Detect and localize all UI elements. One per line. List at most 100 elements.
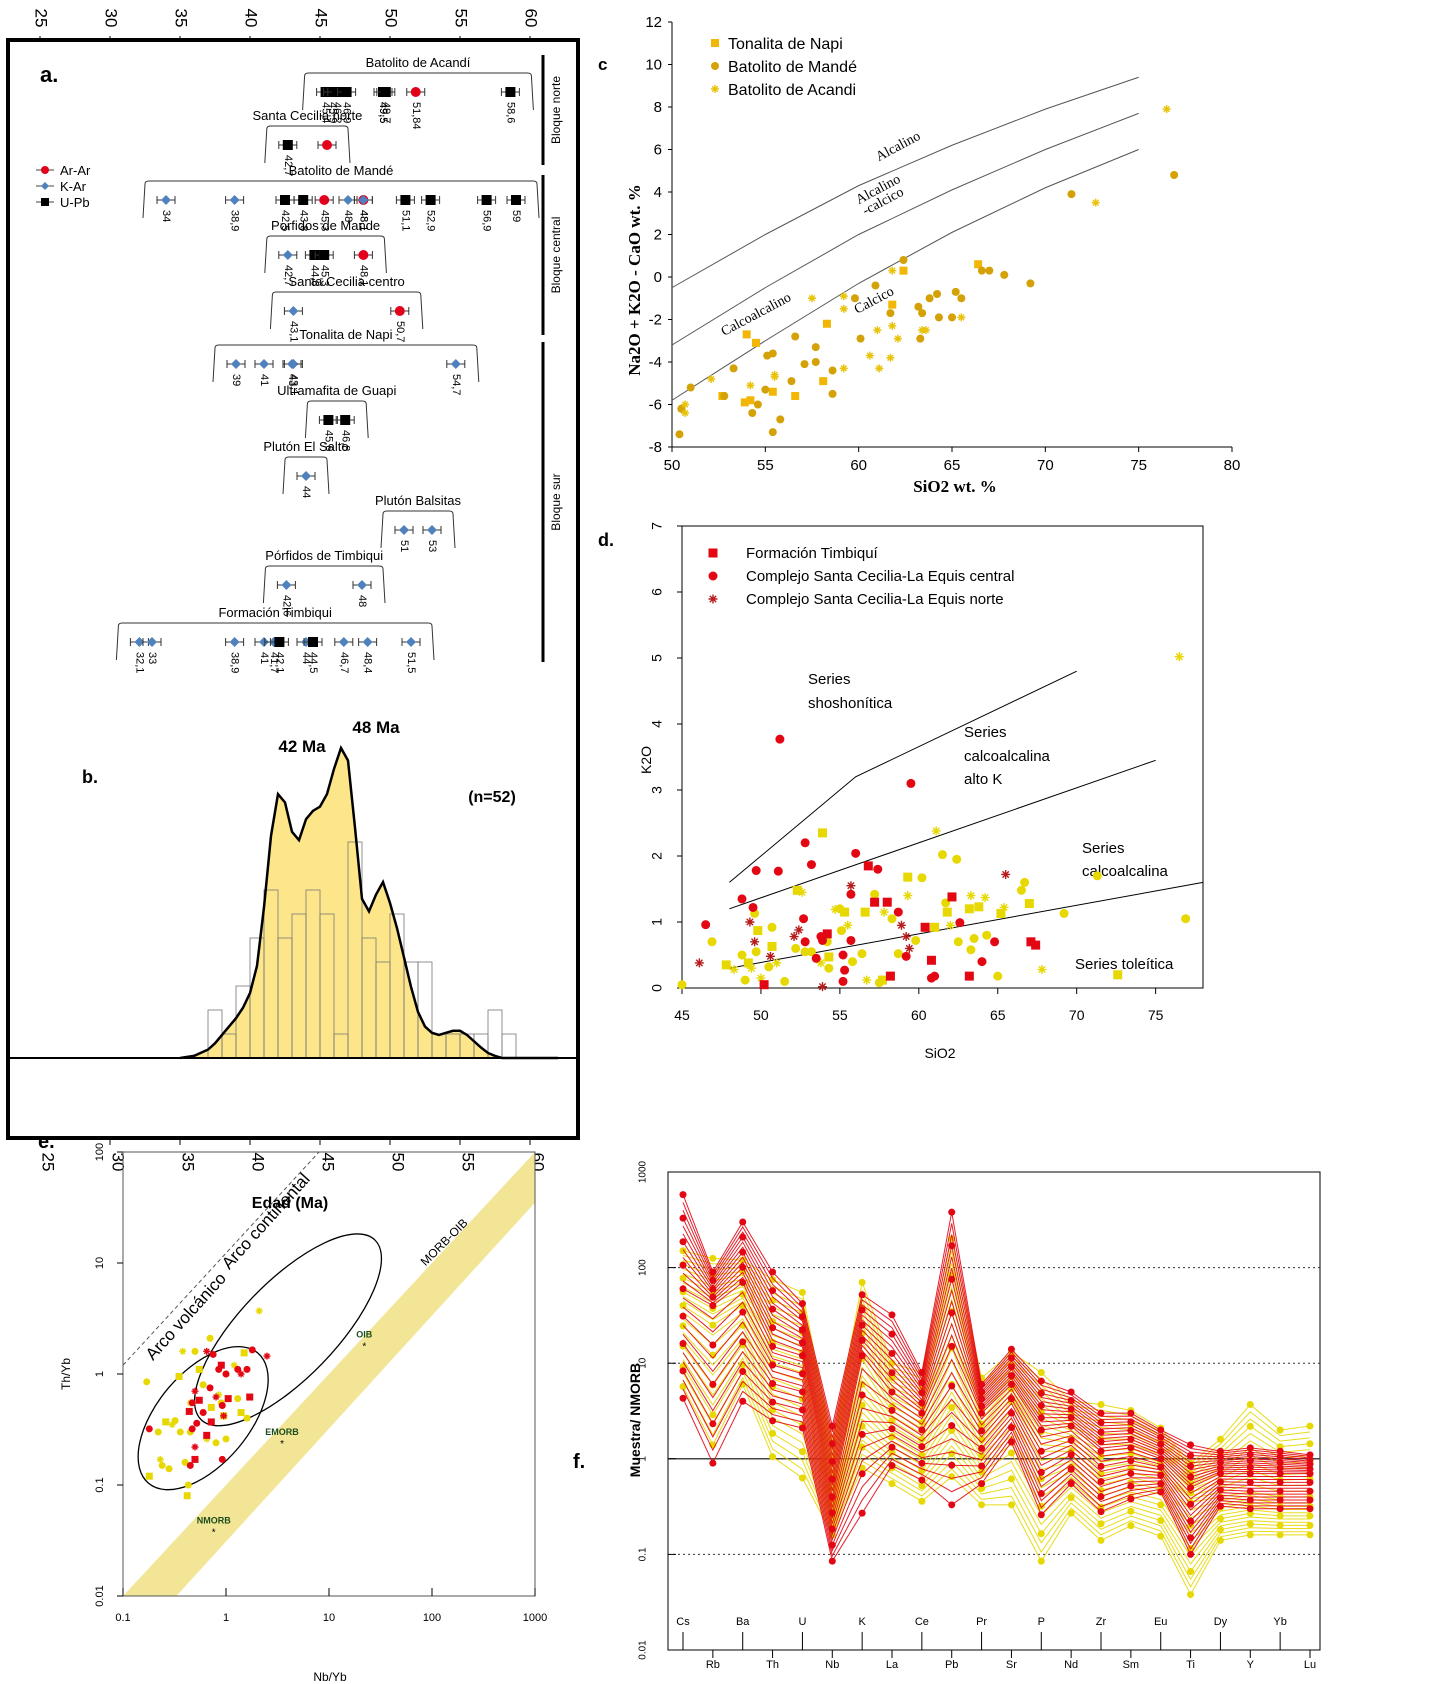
age-point-u-pb [511, 195, 521, 205]
age-label: 46,9 [341, 102, 353, 123]
data-point [770, 372, 779, 381]
legend-label: Batolito de Mandé [728, 59, 857, 76]
sample-point [1306, 1512, 1314, 1520]
sample-line [682, 1225, 1311, 1462]
data-point [957, 294, 966, 303]
sample-line [682, 1376, 1310, 1588]
data-point [759, 980, 769, 990]
sample-point [1187, 1479, 1195, 1487]
sample-point [1157, 1471, 1165, 1479]
sample-point [1037, 1368, 1045, 1376]
data-point [930, 922, 940, 932]
legend-marker [711, 85, 719, 93]
data-point [681, 409, 690, 417]
data-point [938, 850, 947, 860]
sample-point [798, 1474, 806, 1482]
data-point [191, 1347, 199, 1355]
age-point-k-ar [399, 525, 409, 535]
sample-point [1097, 1400, 1105, 1408]
age-label: 44 [300, 486, 312, 498]
age-point-k-ar [301, 471, 311, 481]
age-point-k-ar [134, 637, 145, 647]
x-axis-title: Nb/Yb [313, 1670, 347, 1684]
sample-line [682, 1291, 1311, 1494]
group-title: Plutón Balsitas [375, 493, 461, 508]
y-tick-label: 0.1 [94, 1477, 106, 1492]
y-tick-label: 7 [649, 522, 665, 530]
sample-line [682, 1363, 1310, 1573]
data-point [952, 854, 962, 864]
category-label: Cs [676, 1616, 690, 1628]
field-label: calcoalcalina [1082, 863, 1169, 880]
sample-line [682, 1337, 1310, 1542]
x-tick-label: 70 [1069, 1007, 1085, 1023]
sample-point [1187, 1484, 1195, 1492]
category-label: Sr [1006, 1659, 1017, 1671]
sample-point [1276, 1478, 1284, 1486]
data-point [893, 907, 903, 917]
data-point [862, 975, 872, 985]
sample-point [1276, 1521, 1284, 1529]
panel-a-age-chart: 25 30 35 40 45 50 55 60 a. Ar-ArK-ArU-Pb Batolito … [32, 9, 563, 674]
data-point [789, 932, 799, 942]
age-label: 43,8 [297, 210, 309, 231]
age-label: 52,9 [425, 210, 437, 231]
age-label: 44,5 [307, 652, 319, 673]
legend-marker [708, 594, 718, 604]
data-point [934, 313, 943, 322]
data-point [748, 902, 758, 912]
sample-point [1187, 1500, 1195, 1508]
sample-point [1097, 1438, 1105, 1446]
sample-point [1306, 1487, 1314, 1495]
age-label: 51,84 [410, 102, 422, 130]
data-point [707, 937, 717, 947]
x-tick-label: 60 [911, 1007, 927, 1023]
sample-point [918, 1459, 926, 1467]
age-point-u-pb [340, 415, 351, 425]
sample-line [682, 1210, 1311, 1459]
group-title: Plutón El Salto [263, 439, 348, 454]
data-point [707, 375, 716, 383]
age-label: 49,5 [377, 102, 389, 123]
sample-point [1216, 1515, 1224, 1523]
age-label: 41 [258, 374, 270, 386]
age-point-k-ar [231, 359, 241, 369]
x-axis-title: Edad (Ma) [252, 1195, 328, 1212]
data-point [768, 387, 777, 396]
y-tick-label: 1 [649, 918, 665, 926]
sample-point [769, 1417, 777, 1425]
kde-area [180, 748, 558, 1058]
sample-point [1067, 1436, 1075, 1444]
data-point [920, 922, 930, 932]
sample-point [739, 1218, 747, 1226]
sample-line [682, 1383, 1310, 1596]
sample-line [682, 1276, 1311, 1492]
data-point [215, 1391, 223, 1399]
plot-frame [667, 1171, 1321, 1651]
age-point-u-pb [309, 250, 320, 260]
age-point-k-ar [259, 637, 269, 647]
data-point [969, 934, 979, 943]
data-point [1174, 652, 1184, 662]
data-point [168, 1421, 176, 1429]
data-point [248, 1346, 256, 1354]
panel-label-d: d. [598, 530, 614, 550]
data-point [901, 951, 911, 961]
bottom-tick-label: 35 [179, 1153, 198, 1172]
data-point [188, 1425, 196, 1433]
data-point [822, 319, 831, 328]
sample-line [682, 1282, 1311, 1487]
dashed-boundary [122, 1151, 320, 1366]
data-point [888, 321, 897, 330]
y-tick-label: -2 [649, 312, 662, 329]
data-point [751, 947, 761, 957]
panel-ab-frame [6, 38, 580, 1140]
legend-label: U-Pb [60, 195, 90, 210]
data-point [925, 294, 934, 303]
category-label: P [1038, 1616, 1045, 1628]
data-point [1031, 940, 1041, 950]
sample-point [769, 1287, 777, 1295]
group-bracket [380, 510, 456, 549]
sample-point [948, 1309, 956, 1317]
y-tick-label: 0 [654, 269, 662, 286]
